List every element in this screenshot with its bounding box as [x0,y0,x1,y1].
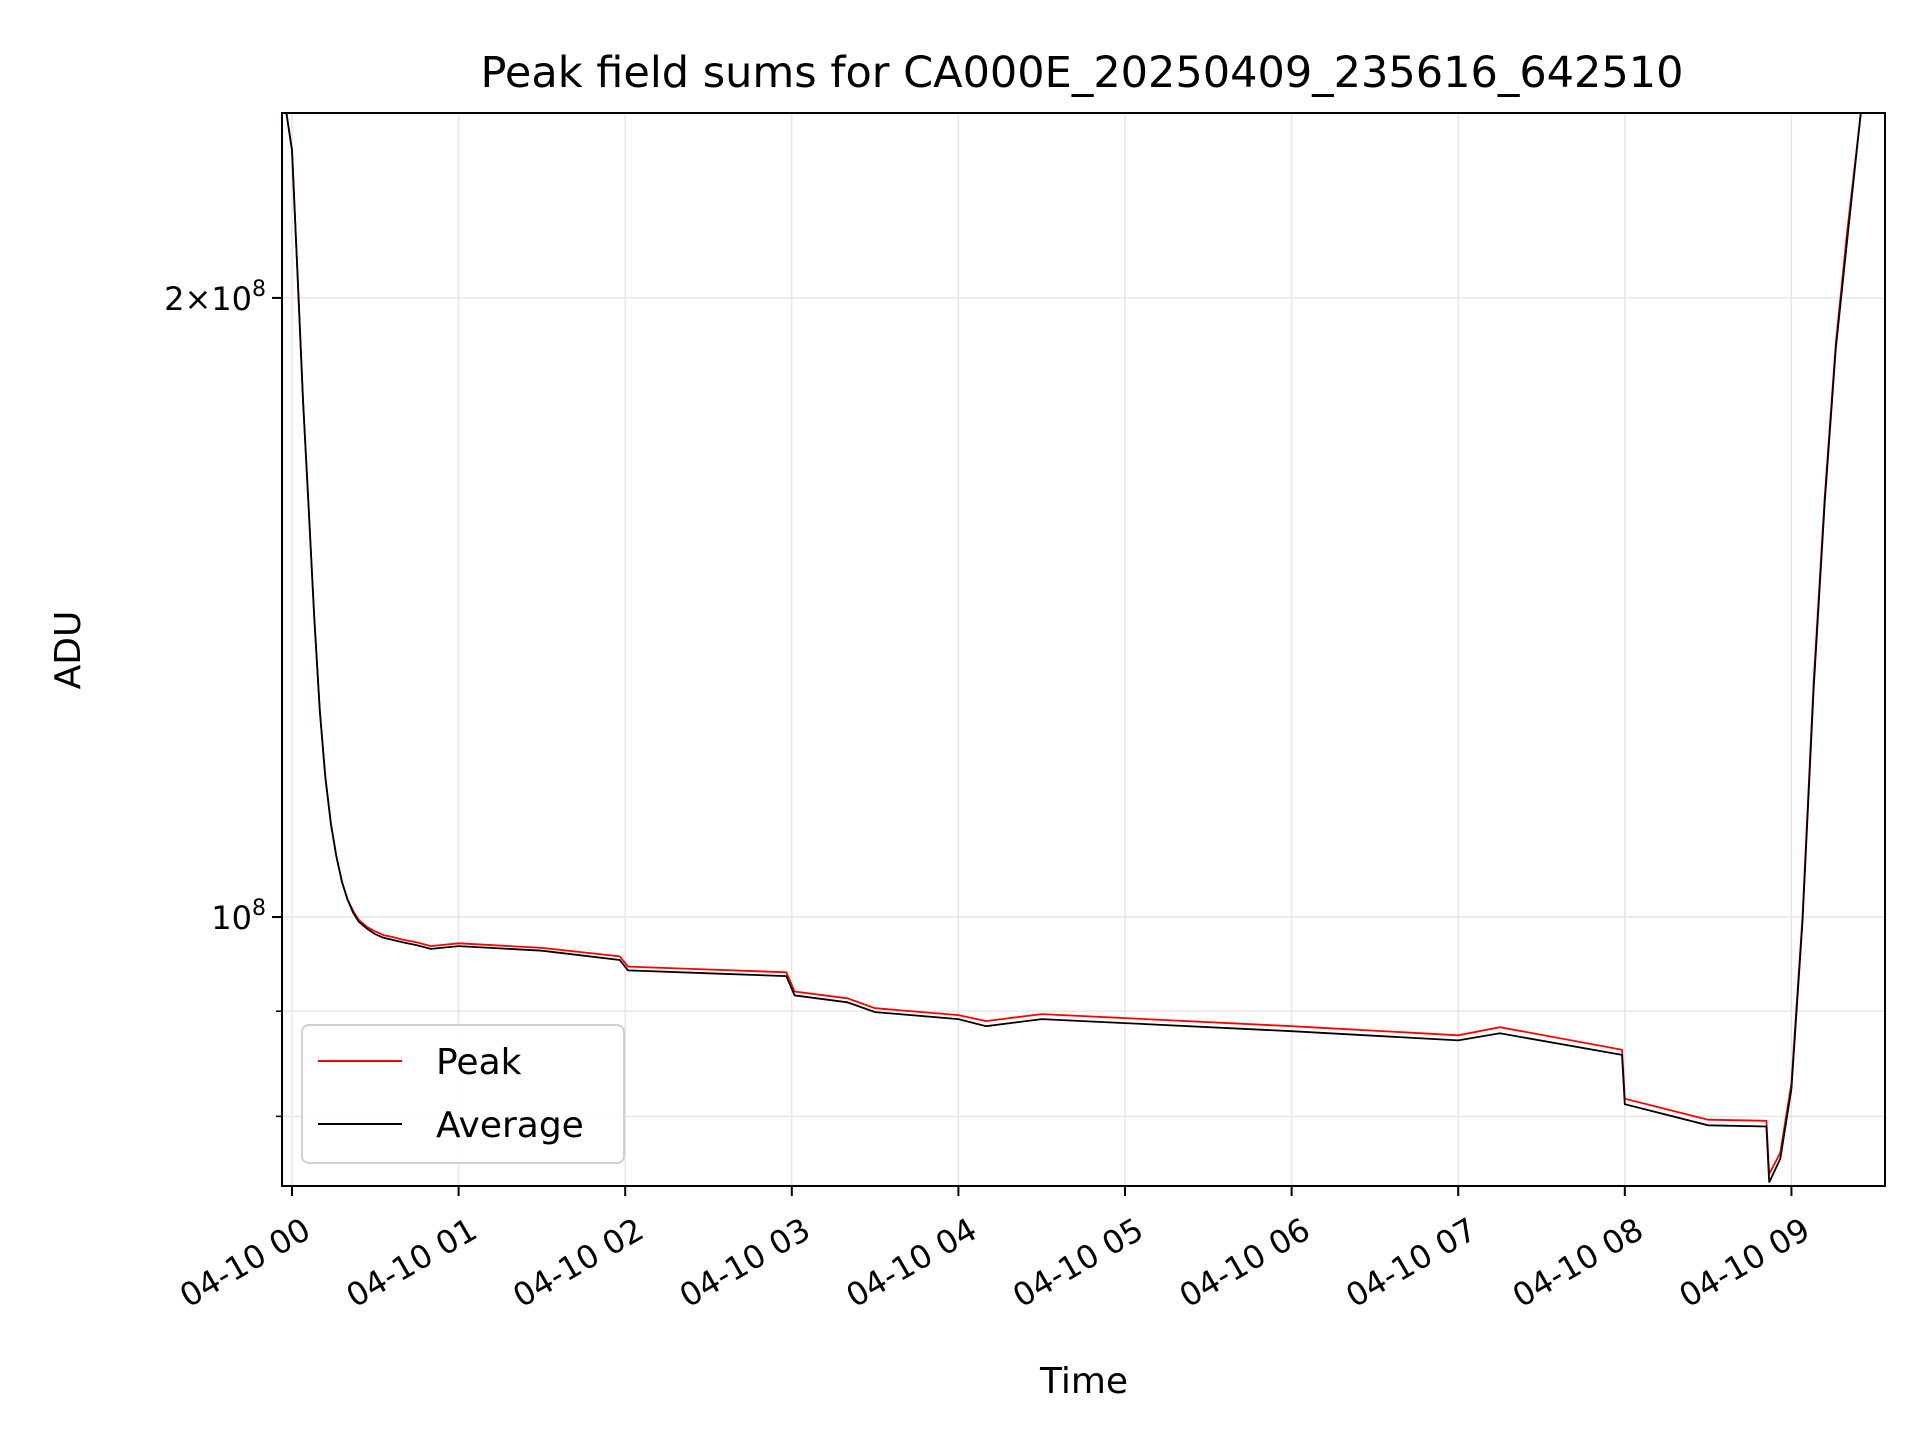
y-tick-label: 108 [211,896,266,937]
gridlines [282,113,1885,1186]
legend-label-average: Average [436,1105,584,1146]
chart-title: Peak field sums for CA000E_20250409_2356… [481,48,1684,98]
legend-label-peak: Peak [436,1042,522,1083]
y-axis-label: ADU [48,611,89,690]
y-axis-ticks: 108 2×108 [164,277,282,1118]
series-average-line [282,113,1885,1183]
series-layer [282,113,1885,1183]
legend: Peak Average [301,1024,625,1164]
plot-frame [281,112,1886,1187]
legend-box [301,1024,625,1164]
x-axis-label: Time [1039,1361,1128,1402]
y-tick-label: 2×108 [164,277,266,318]
